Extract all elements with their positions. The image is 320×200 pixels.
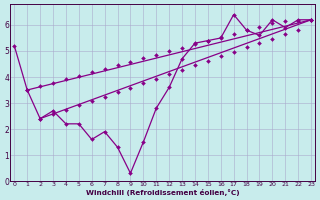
X-axis label: Windchill (Refroidissement éolien,°C): Windchill (Refroidissement éolien,°C)	[86, 189, 240, 196]
